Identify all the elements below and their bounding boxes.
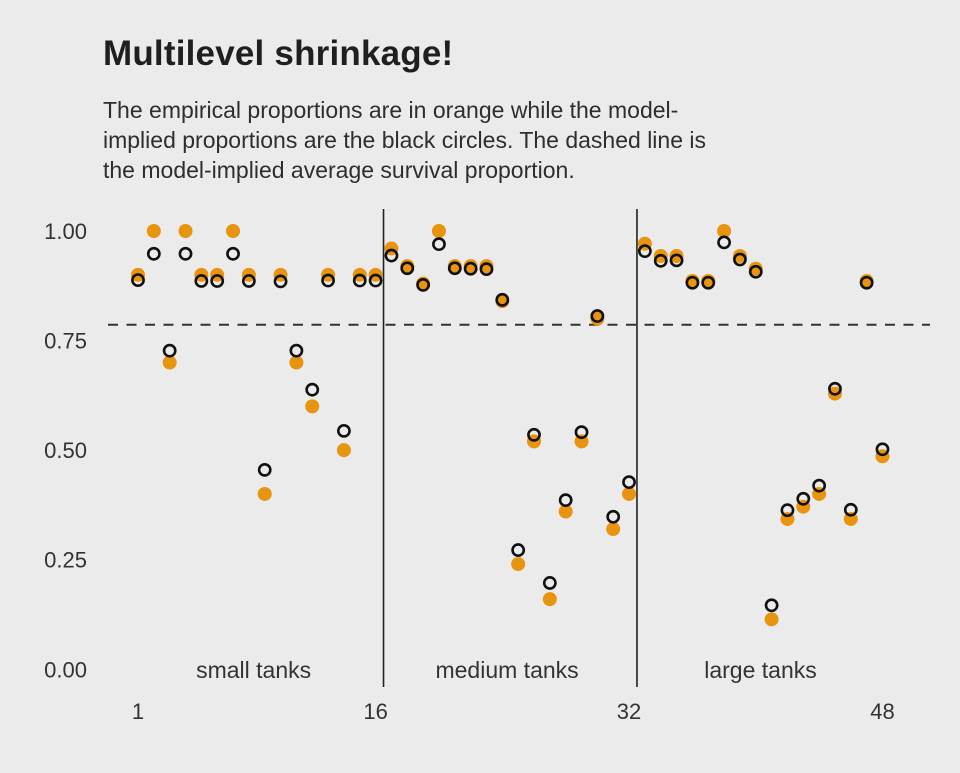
model-implied-proportion-point — [463, 261, 478, 276]
empirical-proportion-point — [336, 443, 351, 458]
model-implied-proportion-point — [828, 381, 842, 396]
subtitle-line-1: The empirical proportions are in orange … — [103, 97, 679, 123]
model-implied-proportion-point — [305, 382, 320, 397]
tank-group-label: large tanks — [704, 657, 817, 683]
model-implied-proportion-point — [622, 475, 636, 490]
model-implied-proportion-point — [542, 576, 557, 590]
model-implied-proportion-point — [352, 273, 367, 288]
model-implied-proportion-point — [653, 253, 668, 268]
empirical-proportion-point — [717, 224, 732, 238]
chart-title: Multilevel shrinkage! — [103, 34, 454, 73]
subtitle-line-3: the model-implied average survival propo… — [103, 157, 575, 183]
model-implied-proportion-point — [859, 275, 874, 290]
model-implied-proportion-point — [606, 509, 621, 524]
model-implied-proportion-point — [780, 503, 795, 518]
empirical-proportion-point — [431, 224, 446, 238]
empirical-proportion-point — [162, 355, 177, 370]
model-implied-proportion-point — [495, 292, 510, 307]
model-implied-proportion-point — [273, 274, 288, 289]
model-implied-proportion-point — [701, 275, 716, 290]
empirical-proportion-point — [289, 355, 304, 370]
x-tick-label: 1 — [132, 699, 144, 724]
y-tick-label: 0.50 — [44, 438, 87, 463]
model-implied-proportion-point — [511, 543, 526, 557]
model-implied-proportion-point — [796, 491, 811, 506]
chart-subtitle: The empirical proportions are in orange … — [103, 95, 706, 185]
model-implied-proportion-point — [131, 273, 145, 287]
model-implied-proportion-point — [257, 462, 272, 477]
tank-group-label: medium tanks — [435, 657, 578, 683]
model-implied-proportion-point — [748, 264, 763, 279]
model-implied-proportion-point — [685, 275, 700, 290]
model-implied-proportion-point — [843, 502, 858, 517]
model-implied-proportion-point — [733, 252, 747, 267]
empirical-proportion-point — [226, 224, 241, 238]
model-implied-proportion-point — [558, 493, 573, 508]
model-implied-proportion-point — [479, 262, 494, 277]
x-tick-label: 16 — [363, 699, 387, 724]
model-implied-proportion-point — [384, 248, 399, 263]
model-implied-proportion-point — [289, 343, 304, 358]
empirical-proportion-point — [748, 261, 763, 276]
model-implied-proportion-point — [162, 343, 177, 358]
tank-group-label: small tanks — [196, 657, 311, 683]
empirical-proportion-point — [558, 504, 573, 519]
model-implied-proportion-point — [432, 237, 446, 252]
model-implied-proportion-point — [669, 253, 684, 268]
empirical-proportion-point — [178, 224, 193, 238]
model-implied-proportion-point — [178, 246, 193, 261]
empirical-proportion-point — [590, 311, 605, 326]
model-implied-proportion-point — [717, 235, 731, 250]
empirical-proportion-point — [732, 248, 747, 263]
model-implied-proportion-point — [368, 273, 383, 288]
y-tick-label: 0.75 — [44, 329, 87, 354]
empirical-proportion-point — [305, 399, 320, 414]
model-implied-proportion-point — [226, 246, 240, 261]
empirical-proportion-point — [511, 557, 526, 572]
model-implied-proportion-point — [416, 278, 431, 292]
empirical-proportion-point — [606, 522, 621, 537]
model-implied-proportion-point — [321, 273, 335, 288]
model-implied-proportion-point — [812, 478, 827, 493]
model-implied-proportion-point — [146, 246, 161, 261]
y-tick-label: 1.00 — [44, 219, 87, 244]
empirical-proportion-point — [764, 612, 779, 627]
model-implied-proportion-point — [875, 442, 890, 457]
y-tick-label: 0.25 — [44, 548, 87, 573]
model-implied-proportion-point — [527, 427, 541, 442]
empirical-proportion-point — [622, 486, 637, 501]
subtitle-line-2: implied proportions are the black circle… — [103, 127, 706, 153]
y-tick-label: 0.00 — [44, 657, 87, 682]
model-implied-proportion-point — [590, 309, 605, 323]
empirical-proportion-point — [257, 486, 272, 501]
x-tick-label: 32 — [617, 699, 641, 724]
model-implied-proportion-point — [637, 244, 652, 259]
model-implied-proportion-point — [447, 261, 462, 276]
model-implied-proportion-point — [574, 425, 589, 440]
empirical-proportion-point — [542, 592, 557, 607]
model-implied-proportion-point — [764, 598, 779, 613]
empirical-proportion-point — [463, 259, 478, 274]
model-implied-proportion-point — [400, 261, 415, 276]
empirical-proportion-point — [146, 224, 161, 238]
model-implied-proportion-point — [241, 274, 256, 288]
x-tick-label: 48 — [870, 699, 894, 724]
empirical-proportion-point — [479, 259, 494, 274]
model-implied-proportion-point — [337, 423, 351, 438]
model-implied-proportion-point — [194, 274, 209, 288]
model-implied-proportion-point — [210, 274, 225, 288]
